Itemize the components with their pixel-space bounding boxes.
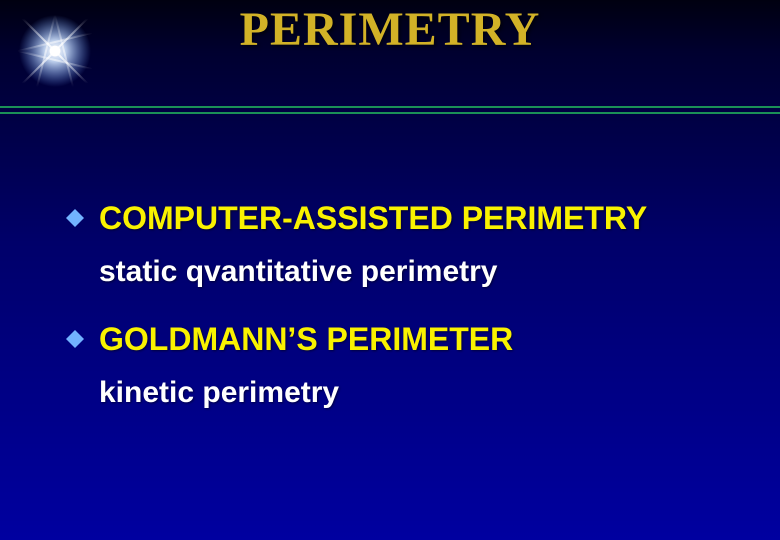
list-item: GOLDMANN’S PERIMETER kinetic perimetry [65,321,740,410]
diamond-bullet-icon [65,329,85,349]
slide-title: PERIMETRY [0,2,780,57]
list-item: COMPUTER-ASSISTED PERIMETRY static qvant… [65,200,740,289]
item-subtext: static qvantitative perimetry [99,255,740,290]
content-area: COMPUTER-ASSISTED PERIMETRY static qvant… [65,200,740,443]
divider-line [0,106,780,114]
slide: PERIMETRY COMPUTER-ASSISTED PERIMETRY st… [0,0,780,540]
item-heading: COMPUTER-ASSISTED PERIMETRY [99,200,647,237]
item-heading: GOLDMANN’S PERIMETER [99,321,513,358]
diamond-bullet-icon [65,208,85,228]
item-subtext: kinetic perimetry [99,376,740,411]
